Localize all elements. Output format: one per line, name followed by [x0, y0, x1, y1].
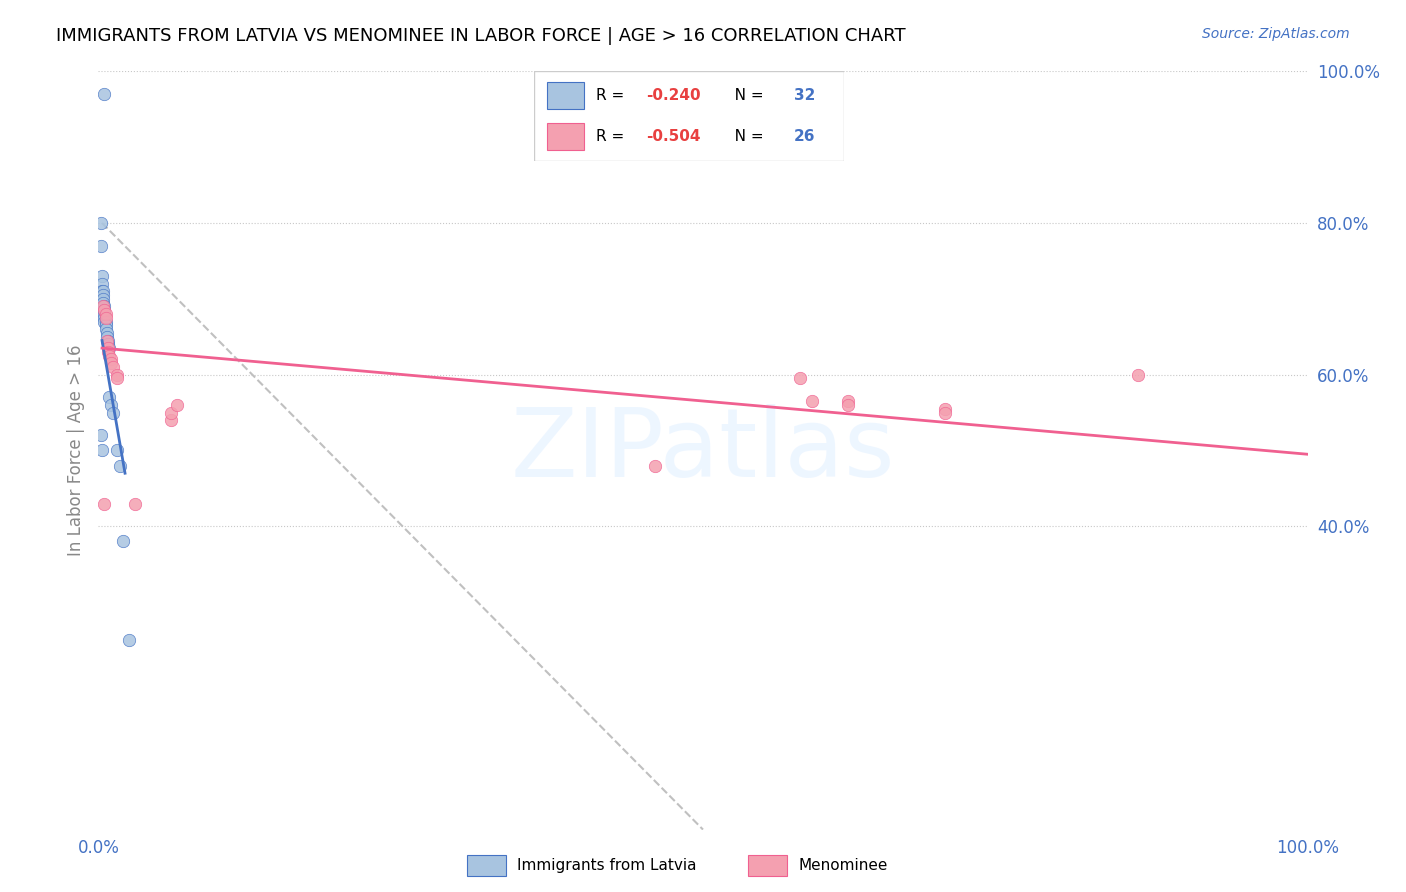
Point: [91, 269, 114, 284]
Point: [91, 288, 114, 302]
Point: [97, 344, 120, 359]
Point: [91, 285, 114, 299]
Text: R =: R =: [596, 88, 630, 103]
Point: [90, 216, 112, 230]
Bar: [547, 82, 583, 109]
Point: [100, 356, 122, 370]
Point: [94, 314, 117, 328]
Point: [93, 87, 115, 102]
Bar: [467, 855, 506, 876]
Text: 26: 26: [794, 129, 815, 144]
Text: IMMIGRANTS FROM LATVIA VS MENOMINEE IN LABOR FORCE | AGE > 16 CORRELATION CHART: IMMIGRANTS FROM LATVIA VS MENOMINEE IN L…: [56, 27, 905, 45]
Point: [789, 371, 811, 385]
Point: [160, 413, 183, 427]
Point: [93, 307, 115, 321]
Point: [934, 401, 956, 416]
Text: N =: N =: [720, 88, 768, 103]
Point: [100, 352, 122, 367]
Y-axis label: In Labor Force | Age > 16: In Labor Force | Age > 16: [66, 344, 84, 557]
Point: [837, 398, 859, 412]
Point: [93, 314, 115, 328]
Point: [93, 300, 115, 314]
FancyBboxPatch shape: [534, 71, 844, 161]
Text: Menominee: Menominee: [799, 858, 889, 872]
Point: [166, 398, 188, 412]
Point: [91, 285, 114, 299]
Point: [118, 633, 141, 648]
Point: [101, 405, 124, 420]
Point: [111, 534, 134, 549]
Point: [90, 428, 112, 442]
Point: [94, 310, 117, 325]
Point: [91, 295, 114, 310]
Point: [98, 391, 121, 405]
Point: [101, 359, 124, 375]
Text: -0.240: -0.240: [645, 88, 700, 103]
Text: N =: N =: [720, 129, 768, 144]
Point: [97, 334, 120, 348]
Text: Immigrants from Latvia: Immigrants from Latvia: [517, 858, 697, 872]
Point: [97, 341, 120, 355]
Text: 32: 32: [794, 88, 815, 103]
Point: [93, 310, 115, 325]
Point: [94, 307, 117, 321]
Point: [91, 300, 114, 314]
Point: [1128, 368, 1150, 382]
Text: -0.504: -0.504: [645, 129, 700, 144]
Bar: [547, 123, 583, 150]
Point: [94, 322, 117, 336]
Point: [93, 303, 115, 318]
Point: [934, 405, 956, 420]
Point: [93, 496, 115, 510]
Point: [800, 394, 823, 409]
Point: [105, 443, 128, 458]
Point: [98, 349, 121, 363]
Point: [93, 303, 115, 318]
Point: [96, 326, 118, 340]
Point: [94, 318, 117, 333]
Point: [91, 292, 114, 306]
Text: Source: ZipAtlas.com: Source: ZipAtlas.com: [1202, 27, 1350, 41]
Text: ZIPatlas: ZIPatlas: [510, 404, 896, 497]
Point: [105, 371, 128, 385]
Point: [96, 330, 118, 344]
Point: [644, 458, 666, 473]
Point: [91, 277, 114, 291]
Bar: [748, 855, 787, 876]
Point: [160, 405, 183, 420]
Text: R =: R =: [596, 129, 630, 144]
Point: [837, 394, 859, 409]
Point: [100, 398, 122, 412]
Point: [108, 458, 131, 473]
Point: [96, 334, 118, 348]
Point: [98, 341, 121, 355]
Point: [90, 238, 112, 253]
Point: [124, 496, 146, 510]
Point: [105, 368, 128, 382]
Point: [97, 337, 120, 351]
Point: [91, 443, 114, 458]
